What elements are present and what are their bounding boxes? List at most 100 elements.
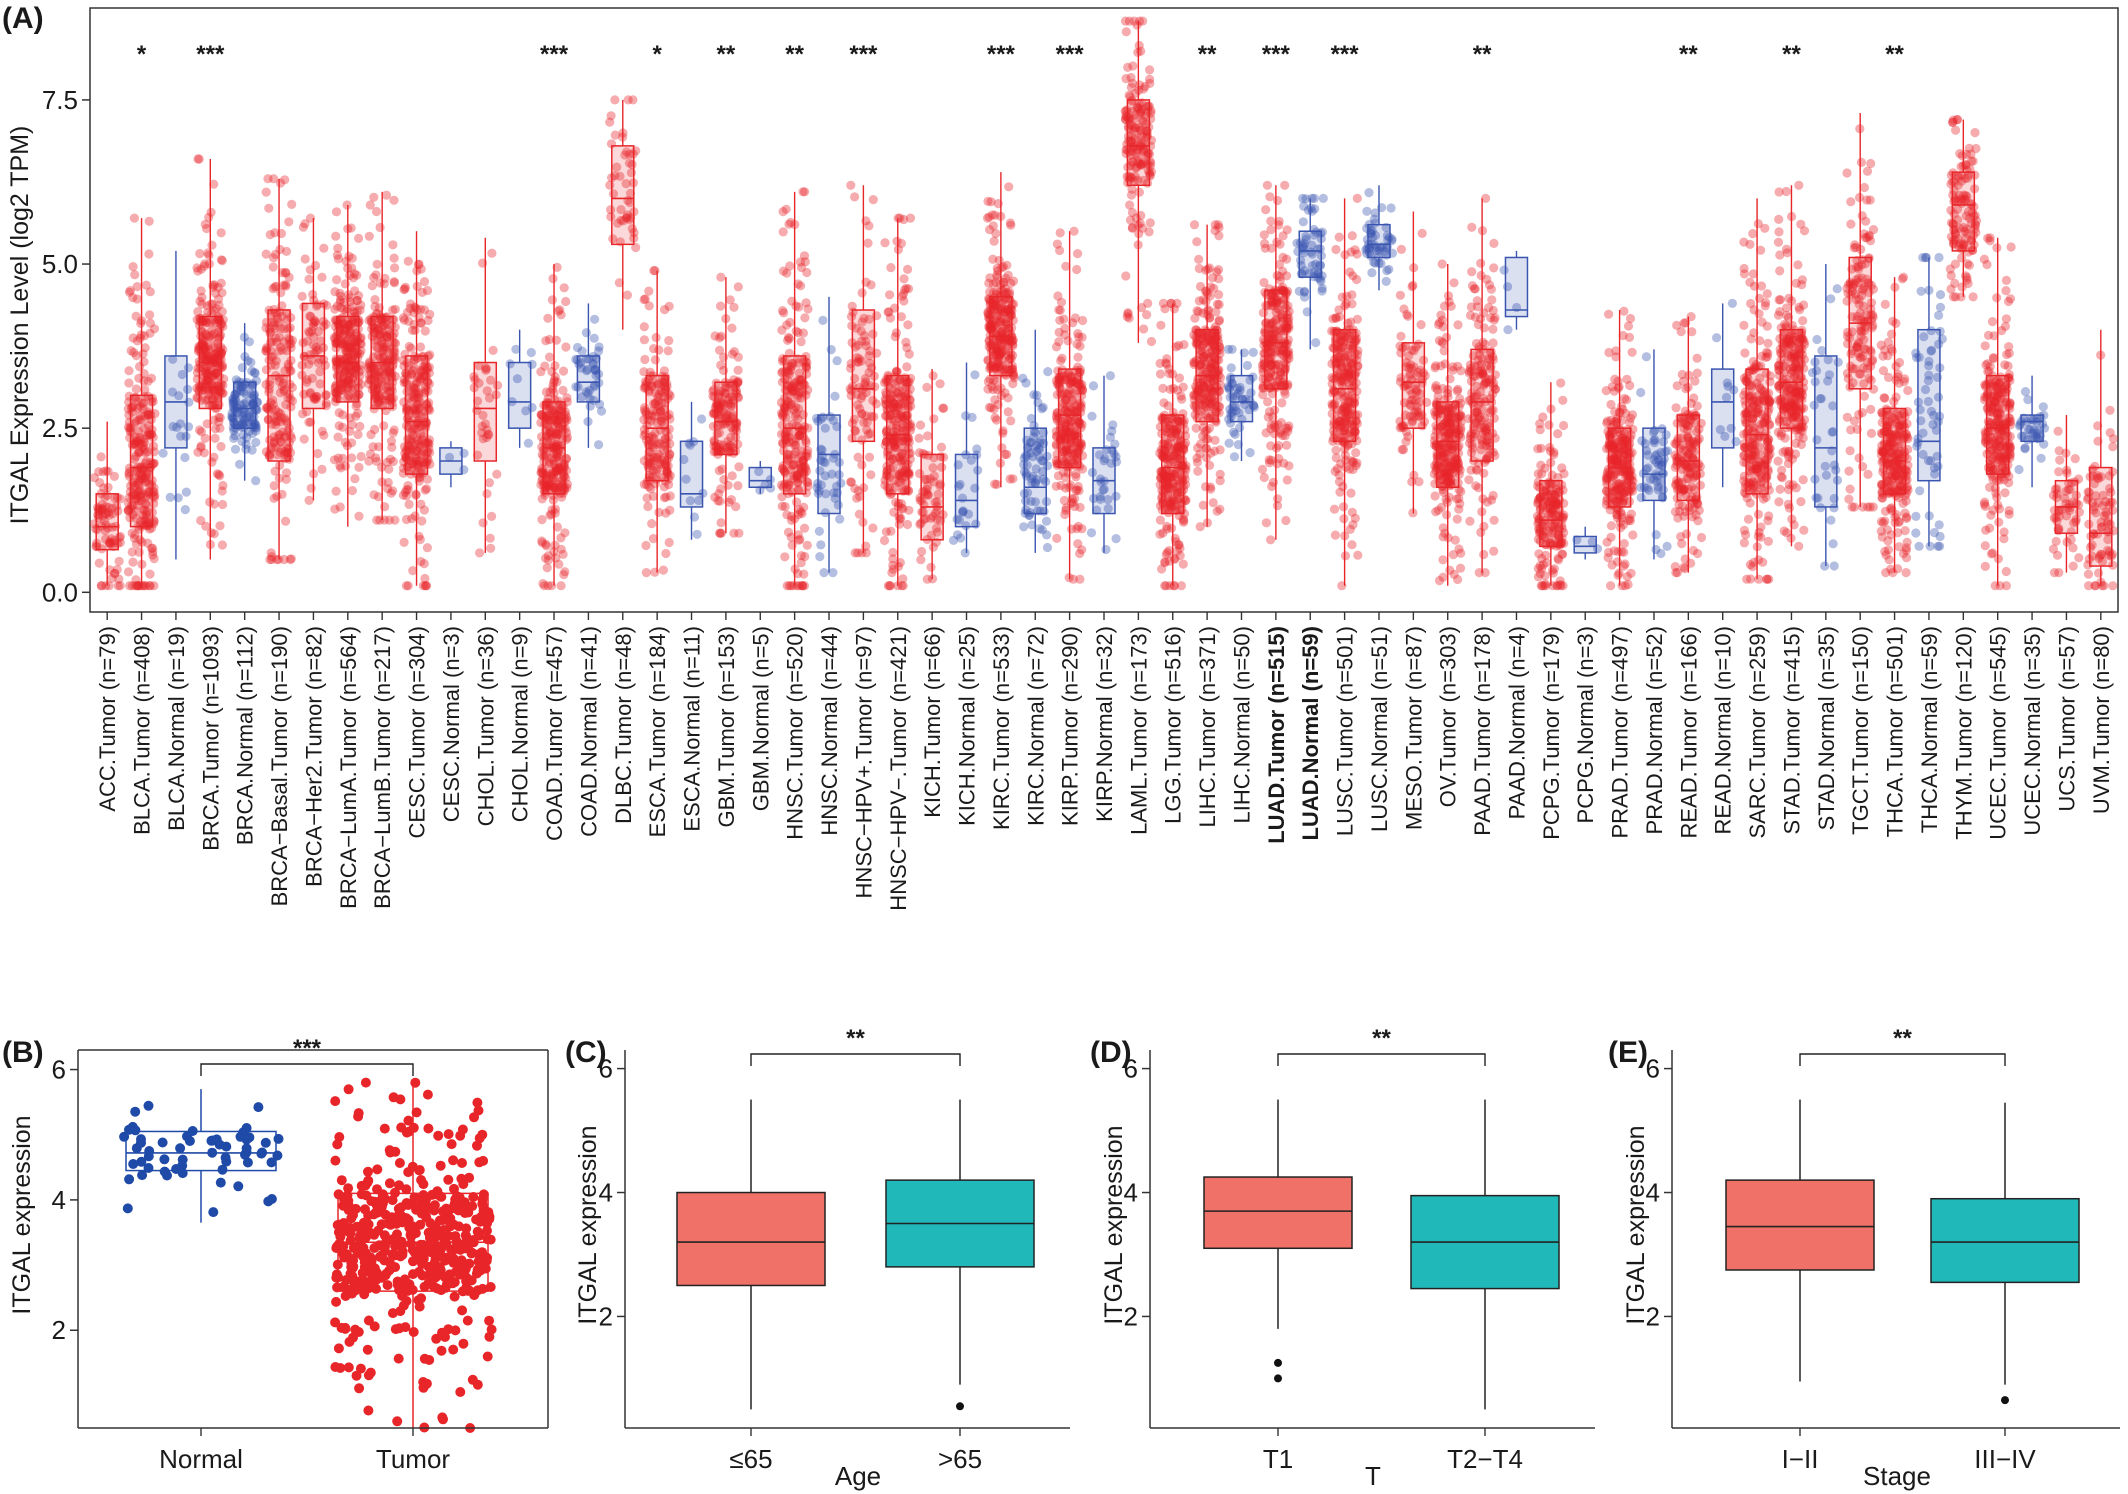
panel-a-point	[145, 287, 155, 297]
panel-a-point	[202, 419, 212, 429]
panel-a-point	[135, 485, 145, 495]
panel-a-point	[106, 534, 116, 544]
panel-a-point	[389, 253, 399, 263]
panel-a-point	[135, 411, 145, 421]
panel-a-point	[204, 345, 214, 355]
panel-a-point	[1155, 369, 1166, 379]
panel-a-point	[716, 301, 726, 311]
panel-a-point	[853, 548, 863, 558]
panel-a-point	[144, 216, 154, 226]
panel-a-point	[144, 480, 155, 490]
panel-a-point	[559, 570, 569, 580]
panel-a-point	[132, 494, 142, 504]
panel-a-point	[141, 458, 151, 468]
panel-a-point	[864, 221, 874, 231]
panel-a-point	[133, 448, 144, 458]
panel-a-point	[138, 440, 148, 450]
panel-a-point	[196, 264, 206, 274]
panel-a-point	[992, 479, 1002, 489]
panel-a-point	[898, 504, 908, 514]
panel-a-point	[420, 326, 430, 336]
panel-a-point	[380, 502, 390, 512]
panel-a-point	[216, 228, 226, 238]
panel-a-point	[297, 291, 307, 301]
panel-a-point	[317, 272, 327, 282]
panel-a-point	[180, 505, 190, 515]
panel-a-point	[209, 329, 219, 339]
panel-a-point	[99, 483, 109, 493]
panel-a-point	[665, 505, 675, 515]
panel-a-point	[868, 195, 878, 205]
panel-a-point	[97, 504, 108, 514]
panel-a-point	[261, 187, 271, 197]
panel-a-point	[835, 514, 845, 524]
panel-a-point	[798, 187, 808, 197]
panel-a-point	[331, 231, 341, 241]
panel-a-point	[197, 299, 207, 309]
panel-a-point	[883, 581, 894, 591]
panel-a-point	[928, 371, 938, 381]
panel-a-point	[725, 295, 735, 305]
panel-a-point	[478, 518, 488, 528]
panel-a-point	[929, 414, 939, 424]
panel-a-point	[329, 455, 340, 465]
panel-a-point	[132, 467, 142, 477]
panel-a-point	[146, 429, 156, 439]
panel-a-point	[308, 289, 318, 299]
panel-a-point	[904, 349, 914, 359]
panel-a-point	[369, 192, 379, 202]
panel-a-point	[1213, 265, 1224, 275]
panel-a-point	[1162, 521, 1172, 532]
panel-a-point	[136, 489, 146, 499]
panel-a-point	[422, 543, 432, 553]
panel-a-point	[135, 432, 145, 442]
panel-a-point	[143, 468, 153, 478]
panel-a-point	[103, 523, 113, 533]
panel-a-point	[915, 420, 926, 430]
panel-a-point	[142, 521, 152, 531]
panel-a-point	[140, 514, 150, 524]
panel-a-point	[207, 308, 217, 318]
panel-a-point	[1264, 455, 1274, 465]
panel-a-point	[1268, 477, 1278, 487]
panel-a-point	[132, 581, 142, 591]
panel-a-point	[559, 283, 569, 293]
panel-a-point	[641, 540, 651, 551]
panel-a-point	[551, 335, 562, 345]
panel-a-point	[124, 366, 134, 376]
panel-a-point	[207, 457, 217, 467]
panel-a-point	[141, 456, 151, 466]
panel-a-point	[1135, 218, 1145, 228]
panel-a-point	[313, 448, 323, 459]
panel-a-point	[420, 485, 430, 495]
panel-a-point	[413, 259, 423, 270]
panel-a-point	[716, 360, 726, 370]
panel-a-point	[196, 442, 206, 453]
panel-a-point	[140, 444, 150, 454]
panel-a-point	[131, 539, 141, 549]
panel-a-point	[1123, 62, 1133, 72]
panel-a-point	[235, 459, 245, 469]
panel-a-point	[209, 354, 219, 364]
panel-letter-d: (D)	[1090, 1036, 1132, 1069]
panel-a-point	[146, 429, 156, 439]
panel-a-point	[198, 340, 208, 350]
panel-a-point	[917, 546, 927, 557]
panel-a-point	[128, 333, 138, 343]
panel-a-point	[1156, 320, 1166, 330]
panel-a-point	[815, 552, 825, 562]
panel-a-point	[177, 369, 187, 380]
panel-a-point	[399, 537, 409, 548]
panel-a-point	[200, 433, 210, 443]
panel-a-point	[1051, 342, 1062, 352]
panel-a-point	[144, 429, 154, 439]
panel-a-point	[556, 533, 566, 543]
panel-a-point	[180, 452, 190, 463]
panel-a-point	[853, 452, 863, 462]
panel-letter-b: (B)	[2, 1036, 44, 1069]
panel-a-point	[175, 419, 185, 429]
panel-a-point	[386, 488, 396, 498]
panel-a-point	[98, 467, 108, 477]
panel-a-point	[1282, 440, 1292, 450]
